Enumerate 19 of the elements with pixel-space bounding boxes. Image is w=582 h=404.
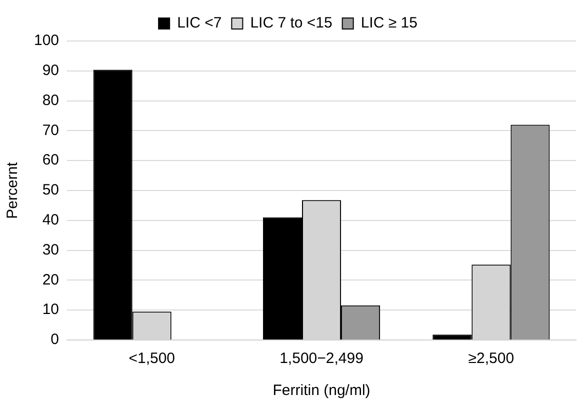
y-axis-title: Percernt — [4, 161, 22, 219]
y-tick-label: 10 — [42, 301, 60, 318]
x-tick-label: ≥2,500 — [468, 350, 514, 368]
legend-label: LIC <7 — [177, 14, 222, 32]
y-tick-label: 20 — [42, 271, 60, 288]
y-tick-label: 90 — [42, 62, 60, 80]
legend-label: LIC ≥ 15 — [360, 14, 418, 32]
y-tick-label: 50 — [42, 182, 60, 199]
legend-label: LIC 7 to <15 — [250, 14, 332, 32]
x-tick-label: <1,500 — [128, 350, 176, 368]
y-tick-label: 40 — [42, 212, 60, 229]
y-tick-label: 0 — [50, 331, 60, 348]
y-tick-label: 30 — [42, 241, 60, 258]
y-tick-label: 100 — [34, 32, 60, 50]
y-tick-label: 80 — [42, 92, 60, 109]
x-tick-label: 1,500−2,499 — [280, 350, 364, 368]
y-tick-label: 60 — [42, 152, 60, 169]
x-axis-title: Ferritin (ng/ml) — [272, 382, 370, 400]
y-tick-label: 70 — [42, 122, 60, 139]
